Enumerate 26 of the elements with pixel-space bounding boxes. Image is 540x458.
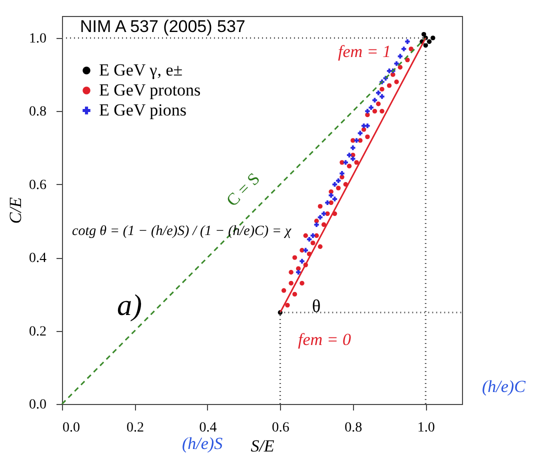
- y-tick-label: 0.2: [29, 324, 46, 340]
- annotation: θ: [312, 296, 321, 316]
- y-tick-label: 0.6: [29, 178, 46, 193]
- legend-label: E GeV protons: [99, 80, 201, 100]
- x-tick-label: 1.0: [417, 420, 435, 436]
- x-tick-label: 0.4: [199, 420, 217, 436]
- x-tick-label: 0.2: [126, 420, 144, 436]
- y-tick-label: 0.8: [29, 104, 46, 120]
- x-tick-label: 0.0: [62, 420, 80, 436]
- y-axis-title: C/E: [6, 196, 25, 224]
- annotation: C = S: [222, 169, 264, 210]
- legend-label: E GeV γ, e±: [99, 60, 183, 80]
- y-tick-label: 1.0: [29, 31, 46, 46]
- text: (h/e)S: [182, 434, 224, 453]
- annotation: fem = 0: [298, 330, 352, 349]
- legend-label: E GeV pions: [99, 100, 187, 120]
- y-tick-label: 0.4: [29, 251, 46, 266]
- annotation: fem = 1: [338, 42, 392, 61]
- annotation: a): [117, 289, 142, 322]
- x-axis-title: S/E: [250, 436, 275, 456]
- y-tick-label: 0.0: [29, 398, 46, 412]
- x-tick-label: 0.8: [344, 420, 362, 436]
- annotation: NIM A 537 (2005) 537: [80, 17, 246, 36]
- x-tick-label: 0.6: [272, 420, 290, 436]
- annotation: cotg θ = (1 − (h/e)S) / (1 − (h/e)C) = χ: [72, 224, 292, 239]
- text: (h/e)C: [482, 377, 526, 396]
